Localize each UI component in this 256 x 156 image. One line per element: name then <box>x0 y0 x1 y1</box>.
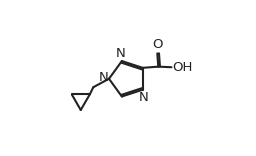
Text: N: N <box>99 71 108 84</box>
Text: OH: OH <box>172 61 192 74</box>
Text: N: N <box>116 47 126 60</box>
Text: N: N <box>139 91 149 104</box>
Text: O: O <box>152 38 163 51</box>
